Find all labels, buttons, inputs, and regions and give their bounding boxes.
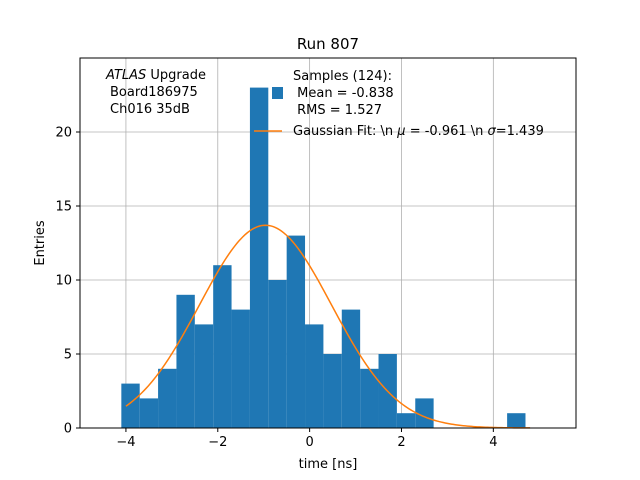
y-axis-ticks: 0 5 10 15 20: [55, 126, 80, 437]
histogram-bar: [213, 265, 232, 428]
x-tick-label: −2: [208, 435, 227, 450]
legend-fit-part-2: = -0.961 \n: [406, 124, 488, 139]
x-tick-label: 4: [489, 435, 497, 450]
legend-fit-part-3: =1.439: [496, 124, 544, 139]
annotation-channel: Ch016 35dB: [110, 102, 190, 117]
legend: Samples (124): Mean = -0.838 RMS = 1.527…: [254, 69, 544, 139]
y-tick-label: 15: [55, 200, 72, 215]
histogram-bar: [341, 309, 361, 428]
y-tick-label: 5: [64, 348, 72, 363]
histogram-bar: [323, 354, 342, 428]
plot-frame: [79, 57, 577, 429]
y-axis-label: Entries: [33, 220, 48, 266]
legend-fit-mu-symbol: μ: [396, 124, 405, 139]
annotation-atlas: ATLAS: [105, 68, 146, 83]
histogram-bar: [121, 383, 140, 428]
legend-fit-label: Gaussian Fit: \n μ = -0.961 \n σ=1.439: [293, 124, 544, 139]
atlas-annotation: ATLAS Upgrade Board186975 Ch016 35dB: [105, 68, 206, 117]
histogram-bar: [286, 235, 306, 428]
x-tick-label: −4: [116, 435, 135, 450]
histogram-bar: [360, 368, 379, 428]
histogram-bar: [139, 398, 159, 428]
legend-samples: Samples (124):: [293, 69, 392, 84]
annotation-upgrade: Upgrade: [146, 68, 206, 83]
x-axis-label: time [ns]: [299, 457, 358, 472]
chart-title: Run 807: [297, 35, 359, 53]
y-tick-label: 0: [64, 422, 72, 437]
histogram-bar: [305, 324, 324, 428]
legend-rms: RMS = 1.527: [293, 103, 382, 118]
histogram-bar: [249, 87, 269, 428]
legend-fit-sigma-symbol: σ: [488, 124, 497, 139]
legend-fit-part-1: Gaussian Fit: \n: [293, 124, 397, 139]
histogram-bars: [121, 87, 526, 428]
annotation-line-1: ATLAS Upgrade: [105, 68, 206, 83]
annotation-board: Board186975: [110, 85, 198, 100]
legend-mean: Mean = -0.838: [293, 86, 394, 101]
histogram-bar: [268, 280, 287, 428]
y-tick-label: 20: [55, 126, 72, 141]
histogram-bar: [176, 294, 195, 428]
x-tick-label: 0: [305, 435, 313, 450]
histogram-bar: [396, 413, 416, 428]
histogram-bar: [415, 398, 434, 428]
y-tick-label: 10: [55, 274, 72, 289]
histogram-bar: [507, 413, 526, 428]
x-axis-ticks: −4 −2 0 2 4: [116, 428, 497, 450]
legend-hist-swatch: [272, 87, 283, 99]
x-tick-label: 2: [397, 435, 405, 450]
histogram-bar: [158, 368, 177, 428]
gaussian-fit-line: [125, 224, 531, 429]
histogram-bar: [194, 324, 214, 428]
histogram-bar: [231, 309, 250, 428]
